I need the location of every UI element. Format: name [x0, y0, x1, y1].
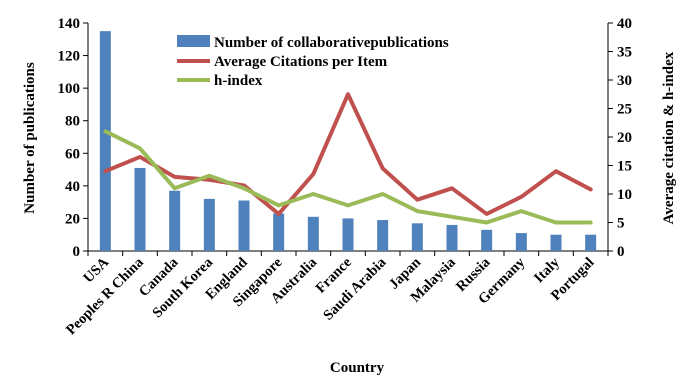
y-axis-title: Number of publications: [22, 62, 38, 214]
bar-publications: [203, 198, 215, 251]
legend-swatch-publications: [177, 35, 210, 47]
y-tick-label: 80: [65, 114, 80, 130]
legend-label-citations: Average Citations per Item: [214, 54, 388, 70]
y2-tick-label: 30: [617, 73, 632, 89]
bar-publications: [550, 234, 562, 251]
lines: [103, 92, 593, 225]
line-average-citations: [103, 92, 593, 216]
y-tick-label: 140: [58, 16, 81, 32]
y2-tick-label: 0: [617, 244, 625, 260]
bar-publications: [585, 234, 597, 251]
bar-publications: [342, 218, 354, 251]
y2-tick-label: 5: [617, 216, 625, 232]
y2-tick-label: 10: [617, 187, 632, 203]
y-tick-label: 100: [58, 81, 81, 97]
y-tick-label: 120: [58, 49, 81, 65]
y2-axis-title: Average citation & h-index: [661, 51, 677, 224]
legend-label-publications: Number of collaborativepublications: [214, 35, 449, 51]
y2-tick-label: 20: [617, 130, 632, 146]
bar-publications: [238, 200, 250, 251]
bar-publications: [307, 216, 319, 251]
x-axis-title: Country: [330, 360, 385, 376]
y2-tick-label: 25: [617, 102, 632, 118]
bars: [99, 31, 597, 252]
legend: Number of collaborativepublications Aver…: [177, 35, 449, 89]
y2-tick-label: 35: [617, 45, 632, 61]
legend-label-h-index: h-index: [214, 73, 263, 89]
bar-publications: [169, 190, 181, 251]
bar-publications: [273, 213, 285, 251]
tick-labels: 0 20 40 60 80 100 120 140 0 5 10 15 20 25 30 35 40: [58, 16, 633, 260]
bar-publications: [481, 229, 493, 251]
y-tick-label: 0: [73, 244, 81, 260]
bar-publications: [377, 220, 389, 251]
y2-tick-label: 40: [617, 16, 632, 32]
line-h-index: [103, 129, 593, 225]
bar-publications: [446, 224, 458, 251]
y-tick-label: 40: [65, 179, 80, 195]
bar-publications: [99, 31, 111, 252]
bar-publications: [411, 223, 423, 251]
bar-publications: [134, 167, 146, 251]
y-tick-label: 20: [65, 211, 80, 227]
y2-tick-label: 15: [617, 159, 632, 175]
y-tick-label: 60: [65, 146, 80, 162]
bar-publications: [515, 233, 527, 251]
